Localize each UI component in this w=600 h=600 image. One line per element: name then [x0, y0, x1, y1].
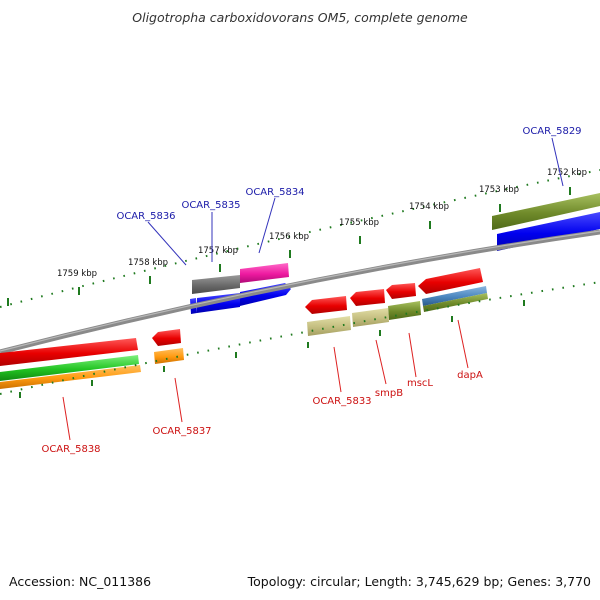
- tick-label-1752: 1752 kbp: [547, 168, 587, 178]
- tick-label-1757: 1757 kbp: [198, 246, 238, 256]
- inner-major-ticks: [19, 300, 525, 398]
- tick-label-1754: 1754 kbp: [409, 202, 449, 212]
- gene-smpb[interactable]: [350, 289, 385, 306]
- gene-ocar-5838-product-secondary: [0, 365, 141, 389]
- map-title: Oligotropha carboxidovorans OM5, complet…: [132, 10, 468, 25]
- gene-ocar-5833-product[interactable]: [307, 316, 351, 336]
- outer-tick-track: [0, 169, 600, 308]
- genome-backbone: [0, 229, 600, 355]
- gene-label-ocar-5829[interactable]: OCAR_5829: [522, 126, 581, 137]
- gene-smpb-product[interactable]: [352, 308, 389, 327]
- gene-label-ocar-5833[interactable]: OCAR_5833: [312, 396, 371, 407]
- tick-label-1759: 1759 kbp: [57, 269, 97, 279]
- gene-mscl[interactable]: [386, 283, 416, 299]
- gene-label-ocar-5838[interactable]: OCAR_5838: [41, 444, 100, 455]
- gene-dapa[interactable]: [418, 268, 483, 294]
- gene-dapa-product[interactable]: [422, 286, 487, 306]
- accession-text: Accession: NC_011386: [9, 574, 151, 589]
- gene-label-smpb[interactable]: smpB: [375, 388, 403, 399]
- tick-label-1753: 1753 kbp: [479, 185, 519, 195]
- gene-mscl-product[interactable]: [388, 301, 421, 320]
- gene-label-dapa[interactable]: dapA: [457, 370, 483, 381]
- gene-ocar-5837[interactable]: [152, 329, 181, 346]
- gene-ocar-5835-product[interactable]: [192, 275, 240, 294]
- outer-major-ticks: [7, 187, 571, 306]
- forward-label-leaders: [147, 137, 564, 266]
- gene-dapa-product-secondary: [423, 293, 488, 312]
- tick-label-1758: 1758 kbp: [128, 258, 168, 268]
- gene-label-ocar-5837[interactable]: OCAR_5837: [152, 426, 211, 437]
- gene-ocar-5829-product[interactable]: [492, 193, 600, 230]
- genome-summary-text: Topology: circular; Length: 3,745,629 bp…: [247, 574, 591, 589]
- tick-label-1756: 1756 kbp: [269, 232, 309, 242]
- gene-ocar-5838[interactable]: [0, 338, 138, 366]
- reverse-label-leaders: [62, 319, 469, 441]
- gene-label-mscl[interactable]: mscL: [407, 378, 433, 389]
- gene-label-ocar-5835[interactable]: OCAR_5835: [181, 200, 240, 211]
- gene-ocar-5838-product[interactable]: [0, 355, 139, 381]
- inner-tick-track: [0, 281, 600, 395]
- gene-ocar-5834-product[interactable]: [240, 263, 289, 283]
- gene-label-ocar-5834[interactable]: OCAR_5834: [245, 187, 304, 198]
- gene-ocar-5837-product[interactable]: [154, 348, 184, 364]
- tick-label-1755: 1755 kbp: [339, 218, 379, 228]
- gene-ocar-5833[interactable]: [305, 296, 347, 314]
- gene-label-ocar-5836[interactable]: OCAR_5836: [116, 211, 175, 222]
